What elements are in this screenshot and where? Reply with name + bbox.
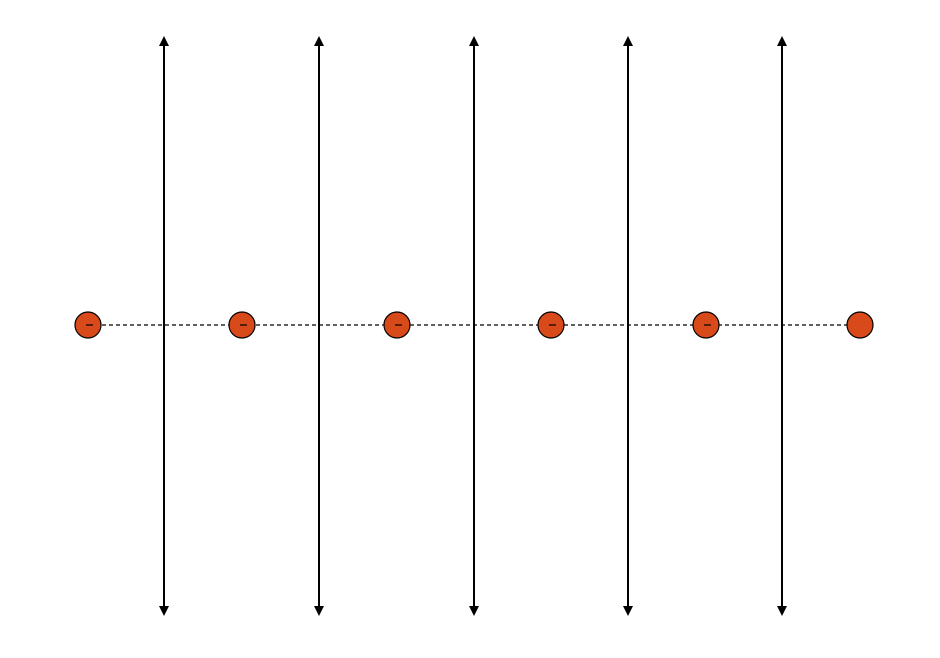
- nodes-group: [74, 311, 874, 339]
- vertical-lines-group: [159, 36, 787, 616]
- node-circle-6: [846, 311, 874, 339]
